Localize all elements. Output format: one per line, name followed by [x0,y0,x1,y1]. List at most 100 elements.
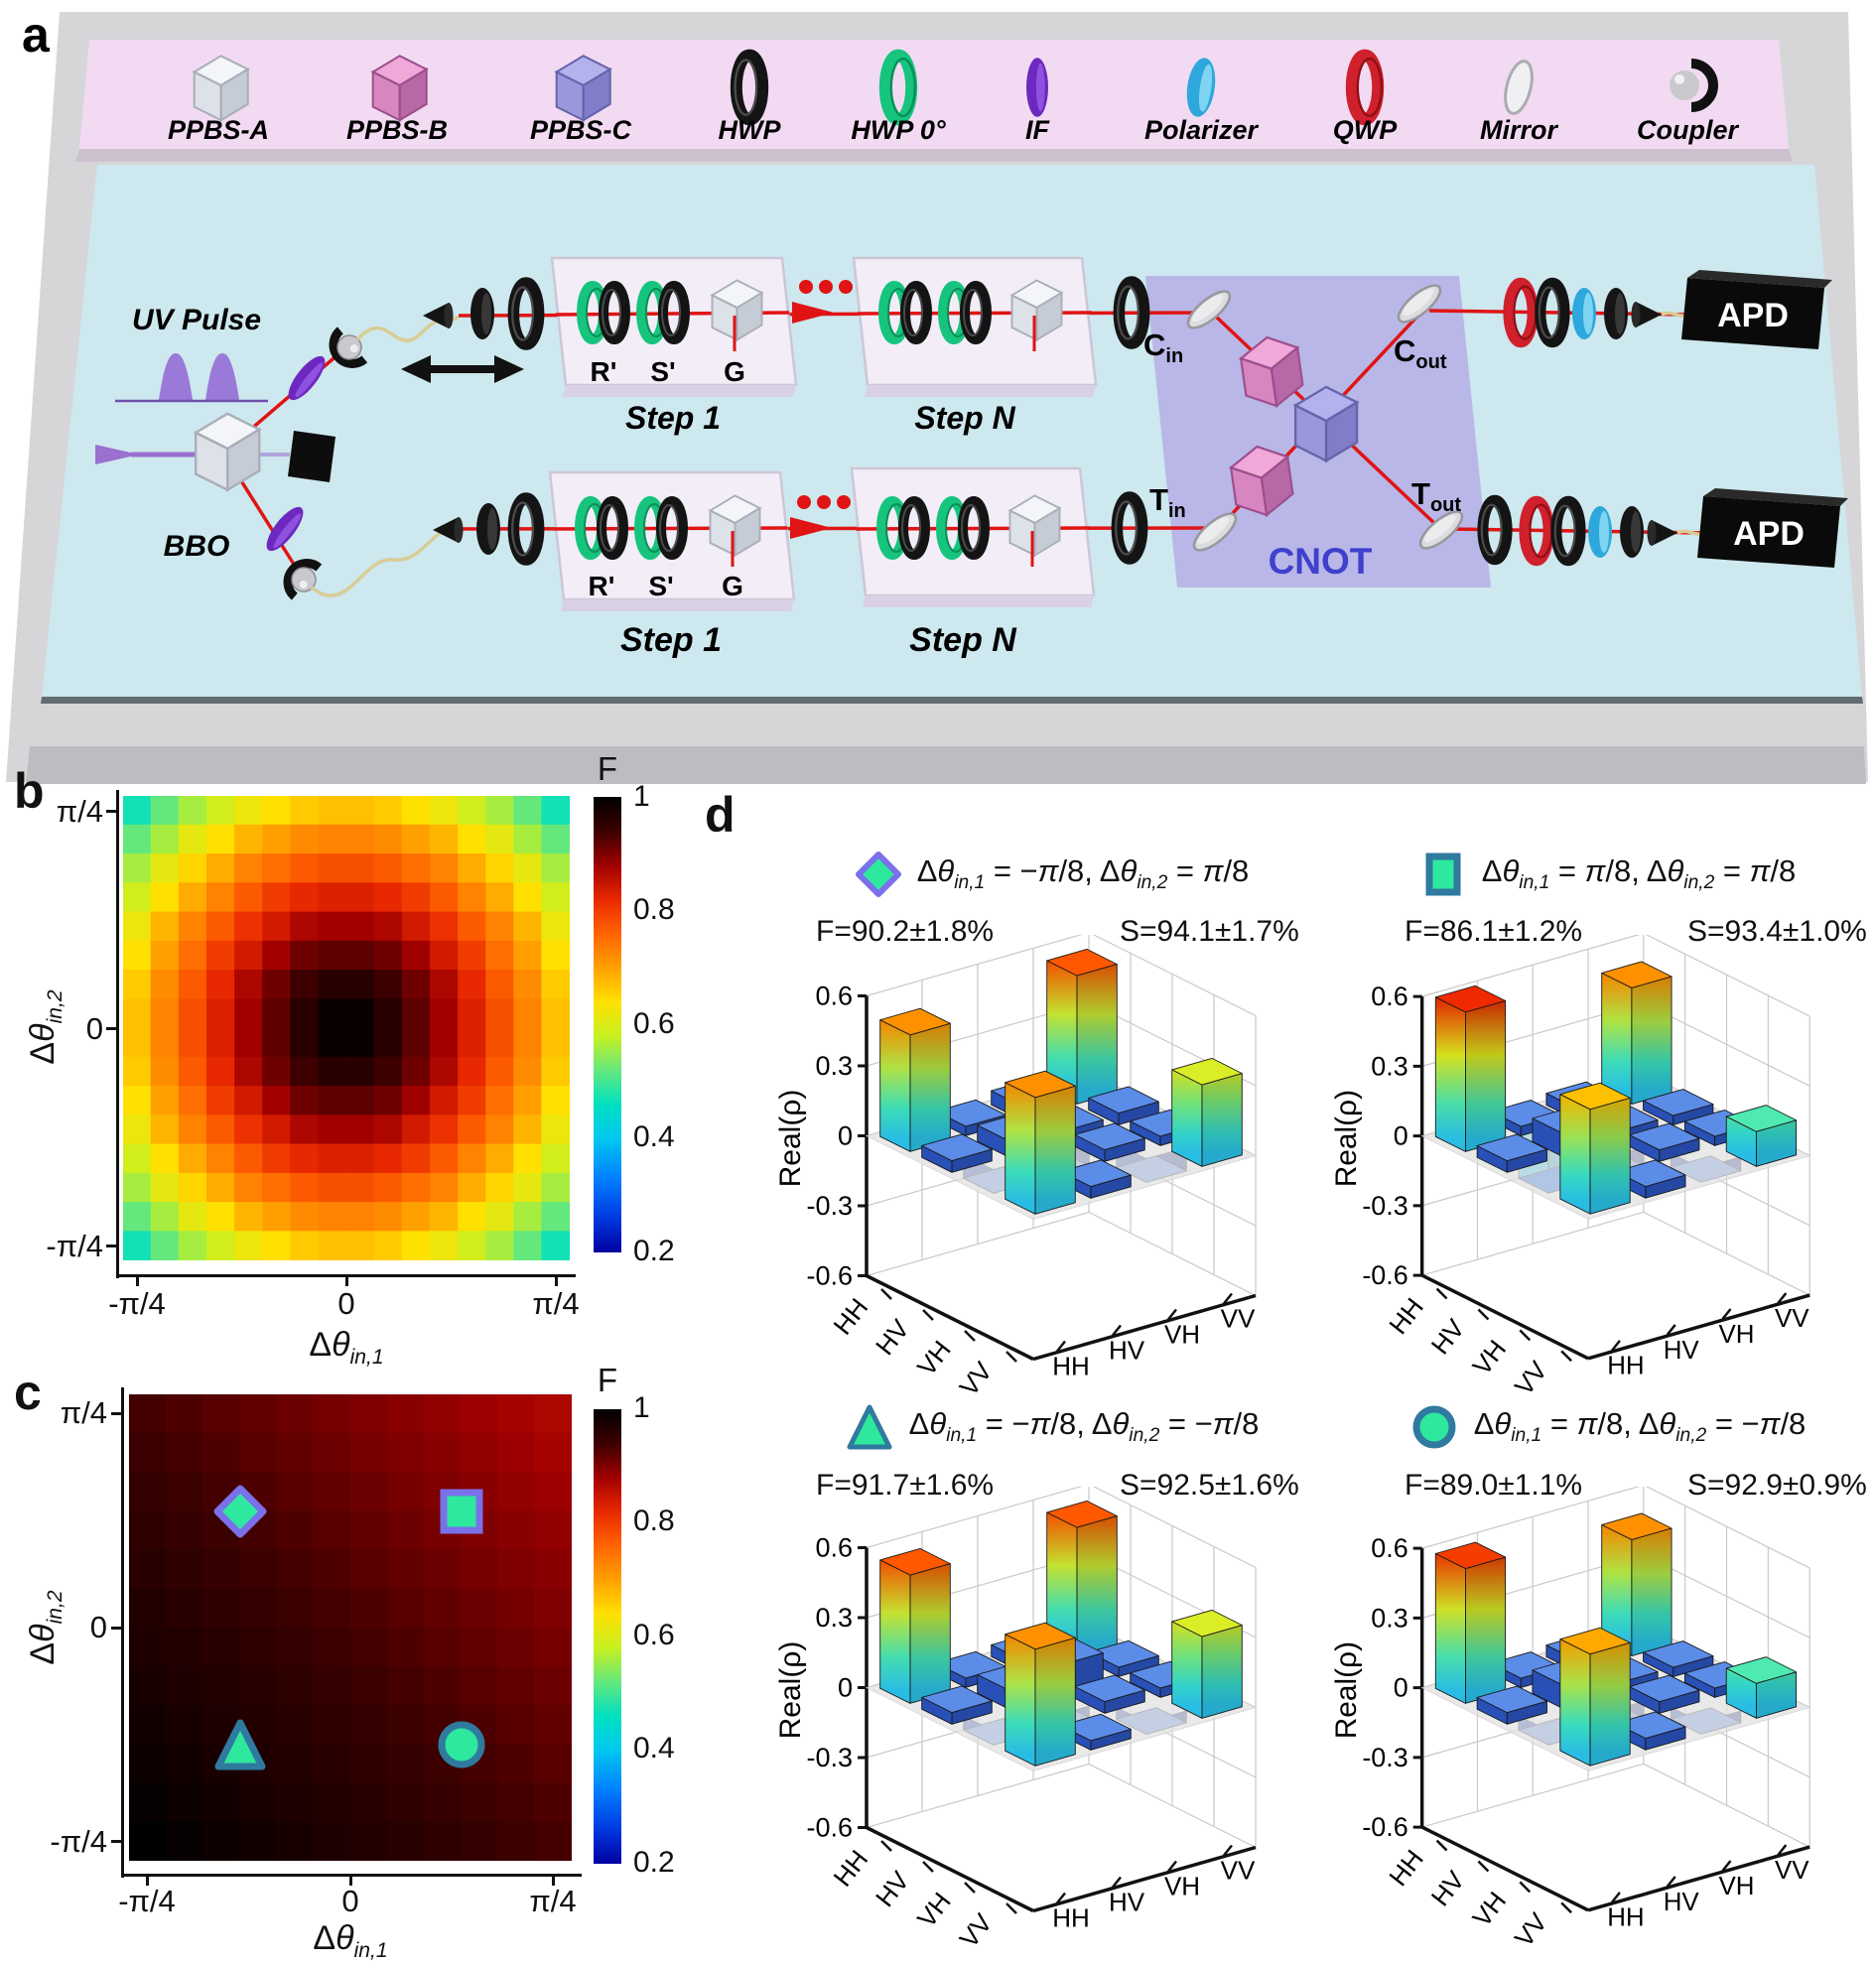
b-cb-tick: 0.6 [633,1007,675,1040]
s-prime-label-b: S' [648,571,673,601]
panel-a-setup: a PPBS-A PPBS-B PPBS-C HWP [6,7,1868,784]
s-prime-label: S' [650,356,675,387]
polarizer-out-top [1572,288,1596,339]
svg-text:0.6: 0.6 [815,982,853,1011]
c-ylabel: Δθin,2 [24,1590,67,1665]
c-x-axis [121,1874,582,1877]
c-ytick3 [111,1840,121,1843]
cnot-label: CNOT [1269,541,1373,582]
b-x-axis [116,1274,576,1277]
svg-text:HH: HH [828,1844,874,1892]
legend-label: QWP [1333,115,1398,145]
svg-text:VH: VH [1164,1872,1200,1901]
coupler-icon [1670,59,1718,112]
b-xtick2 [345,1276,348,1286]
c-ytick2 [111,1627,121,1630]
svg-text:Real(ρ): Real(ρ) [774,1090,807,1188]
svg-text:VV: VV [1775,1305,1809,1333]
legend-label: Polarizer [1144,115,1260,145]
legend-label: PPBS-C [530,115,632,145]
d2-equation: Δθin,1 = π/8, Δθin,2 = π/8 [1481,853,1797,894]
c-xlabel: Δθin,1 [313,1919,388,1962]
svg-text:-0.6: -0.6 [806,1813,853,1843]
b-cb-tick: 0.2 [633,1235,675,1267]
legend-label: Mirror [1480,115,1559,145]
disc-bottom-1 [476,503,500,555]
legend-label: IF [1025,115,1051,145]
svg-text:0.3: 0.3 [1371,1603,1407,1633]
b-colorbar [594,797,621,1252]
c-out-label: Cout [1394,333,1447,373]
disc-top-1 [470,288,494,339]
uv-pulse-waveform [131,353,239,400]
c-cb-tick: 0.2 [633,1846,675,1879]
svg-text:0.6: 0.6 [1371,1533,1407,1563]
legend-label: PPBS-A [168,115,269,145]
svg-text:-0.3: -0.3 [1362,1743,1407,1772]
c-cb-tick: 1 [633,1391,650,1424]
disc-out-bottom [1620,506,1644,558]
stepN-label-top: Step N [914,400,1015,436]
svg-text:VV: VV [953,1356,998,1401]
svg-text:VH: VH [1164,1320,1200,1350]
svg-text:VV: VV [1510,1907,1553,1952]
c-xtick3 [552,1876,555,1886]
heatmap-b [123,796,570,1260]
bbo-label: BBO [164,530,230,563]
svg-text:Real(ρ): Real(ρ) [1330,1641,1363,1739]
legend-label: HWP 0° [851,115,946,145]
svg-text:VV: VV [1775,1857,1809,1885]
d3-fidelity: F=91.7±1.6% [816,1469,995,1502]
polarizer-out-bottom [1588,506,1612,558]
disc-out-top [1604,288,1628,339]
circle-marker-icon [1412,1405,1456,1449]
g-label: G [724,356,745,387]
c-marker-square [440,1489,482,1533]
d1-equation: Δθin,1 = −π/8, Δθin,2 = π/8 [916,853,1250,894]
svg-text:HV: HV [1426,1314,1471,1360]
svg-text:HH: HH [1052,1352,1090,1381]
beam-arrow-bottom [790,517,832,539]
svg-text:-0.6: -0.6 [806,1261,853,1291]
d2-fidelity: F=86.1±1.2% [1405,915,1583,948]
c-xtick-label: 0 [341,1884,359,1918]
fiber-bottom [310,528,448,597]
c-ytick-label: -π/4 [50,1824,107,1859]
legend-label: PPBS-B [346,115,448,145]
d2-header: Δθin,1 = π/8, Δθin,2 = π/8 [1340,851,1876,897]
svg-text:0: 0 [838,1121,853,1151]
b-ytick-label: -π/4 [46,1229,103,1263]
ellipsis-top [799,280,853,294]
svg-text:HV: HV [870,1865,915,1911]
svg-text:Real(ρ): Real(ρ) [1330,1090,1363,1187]
r-prime-label: R' [591,356,617,387]
stepN-box-bottom-edge [863,595,1094,607]
c-marker-circle [438,1721,484,1768]
svg-text:0.3: 0.3 [815,1603,853,1633]
svg-text:VH: VH [1468,1888,1512,1933]
board-edge [41,697,1863,704]
b-xtick3 [555,1276,558,1286]
c-colorbar [594,1409,621,1864]
apd-label-bottom: APD [1733,515,1805,553]
heatmap-c [129,1394,572,1861]
bars-positive [1434,1512,1798,1767]
apd-bottom: APD [1697,488,1848,568]
svg-text:0: 0 [838,1673,853,1703]
b-cb-tick: 1 [633,780,650,813]
b-ytick2 [106,1027,116,1030]
c-colorbar-title: F [597,1362,618,1398]
svg-text:-0.3: -0.3 [806,1191,853,1221]
d1-similarity: S=94.1±1.7% [1120,915,1299,948]
t-out-label: Tout [1411,476,1461,516]
b-ytick1 [106,810,116,813]
mirror-icon [1504,60,1534,115]
if-icon [1026,58,1048,117]
svg-text:VH: VH [911,1335,957,1381]
delay-arrow [401,355,524,383]
svg-text:0.6: 0.6 [815,1533,853,1563]
c-cb-tick: 0.6 [633,1619,675,1651]
